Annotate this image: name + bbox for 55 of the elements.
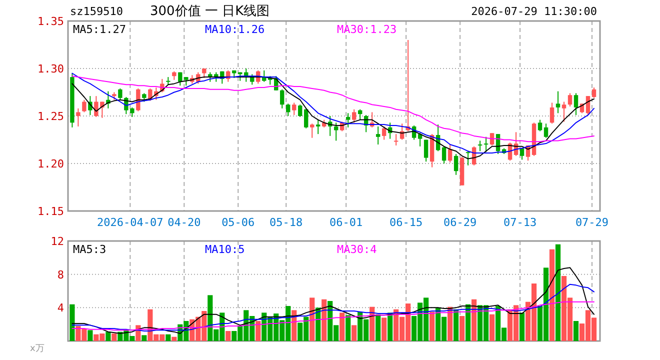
- text: sz159510: [70, 5, 123, 18]
- y-tick-label: 1.30: [38, 62, 64, 76]
- x-tick-label: 04-20: [168, 216, 201, 229]
- legend: MA5:3 MA10:5 MA30:4: [73, 243, 377, 256]
- bar: [226, 331, 231, 341]
- bar: [489, 314, 495, 341]
- x-tick-label: 07-13: [503, 216, 537, 229]
- bar: [142, 335, 147, 341]
- x-tick-label: 06-01: [330, 216, 363, 229]
- bar: [549, 249, 555, 341]
- y-tick-label: 4: [57, 302, 64, 315]
- bar: [352, 325, 357, 341]
- x-tick-label: 05-06: [222, 216, 255, 229]
- y-tick-label: 1.15: [38, 205, 64, 218]
- x-tick-label: 06-29: [443, 216, 477, 229]
- bar: [460, 316, 465, 341]
- y-axis-title: x万: [30, 344, 44, 354]
- y-tick-label: 1.35: [38, 15, 64, 28]
- bar: [388, 312, 393, 341]
- bar: [376, 314, 381, 341]
- bar: [310, 298, 315, 341]
- x-tick-label: 07-29: [575, 216, 609, 229]
- bar: [112, 334, 117, 341]
- bar: [292, 310, 297, 341]
- chart-title: 300价值 一 日K线图: [150, 4, 270, 19]
- bar: [322, 299, 327, 341]
- bar: [340, 312, 345, 341]
- x-tick-label: 2026-04-07: [97, 216, 164, 229]
- bar: [346, 315, 351, 341]
- bar: [472, 299, 477, 341]
- bar: [256, 321, 261, 341]
- line-series: [72, 267, 594, 334]
- text: 2026-07-29 11:30:00: [471, 5, 597, 18]
- line-series: [72, 301, 594, 331]
- y-tick-label: 1.25: [38, 110, 64, 123]
- y-tick-label: 8: [57, 268, 64, 282]
- y-tick-label: 1.20: [38, 158, 64, 170]
- bar: [454, 309, 459, 341]
- bar: [172, 336, 177, 341]
- bar: [519, 312, 525, 341]
- bar: [106, 332, 111, 341]
- bar: [166, 334, 171, 341]
- bar: [316, 308, 321, 341]
- y-tick-label: 12: [50, 235, 64, 248]
- bar: [466, 304, 471, 341]
- bar: [555, 244, 561, 341]
- bar: [382, 318, 387, 341]
- bar: [70, 304, 75, 341]
- line-series: [72, 284, 594, 332]
- bar: [430, 312, 435, 341]
- legend: MA5:1.27 MA10:1.26 MA30:1.23: [73, 23, 397, 36]
- bar: [88, 330, 93, 341]
- x-tick-label: 05-18: [270, 216, 303, 229]
- x-tick-label: 06-15: [390, 216, 423, 229]
- bar: [573, 321, 579, 341]
